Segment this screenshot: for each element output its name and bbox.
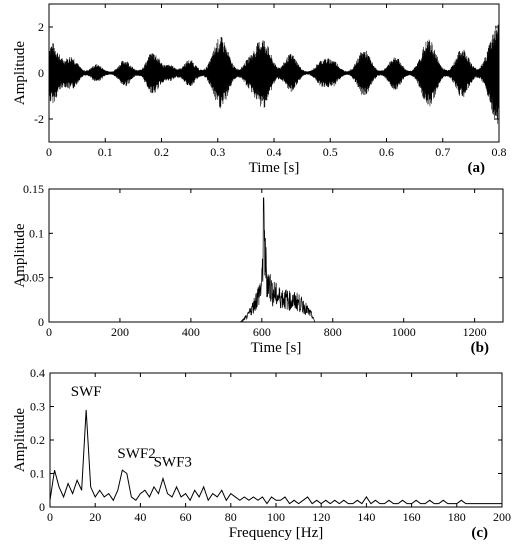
x-axis-label: Frequency [Hz] [229,525,324,541]
panel-c: 0 20 40 60 80 100 120 140 160 180 200 0 0.1 0.2 0.3 0.4… [12,366,511,541]
panel-label: (a) [468,160,486,176]
annotation-swf2: SWF2 [117,446,155,462]
y-tick-label: 0.3 [30,400,45,414]
x-tick-label: 1000 [392,325,416,339]
x-tick-label: 180 [448,510,466,524]
y-tick-label: 2 [38,20,44,34]
x-tick-label: 0 [46,145,52,159]
x-tick-label: 120 [312,510,330,524]
x-axis-label: Time [s] [249,160,300,176]
y-tick-label: 0.2 [30,433,45,447]
x-tick-label: 600 [253,325,271,339]
x-tick-label: 0.8 [492,145,507,159]
x-tick-label: 20 [89,510,101,524]
x-tick-label: 0.6 [379,145,394,159]
x-tick-label: 400 [182,325,200,339]
x-tick-label: 0 [46,325,52,339]
x-tick-label: 1200 [463,325,487,339]
panel-label: (c) [471,525,488,541]
y-tick-label: 0.4 [30,366,45,380]
y-axis-label: Amplitude [12,408,28,473]
x-tick-label: 80 [225,510,237,524]
plot-frame [49,372,503,508]
y-tick-label: 0.15 [23,182,44,196]
annotation-swf: SWF [71,384,102,400]
plot-frame [48,188,504,323]
x-axis-label: Time [s] [251,340,302,356]
spectrum-line [49,409,502,505]
y-tick-label: 0 [38,66,44,80]
x-tick-label: 160 [403,510,421,524]
signal-waveform [48,24,500,124]
x-tick-label: 0 [47,510,53,524]
y-tick-label: 0 [38,315,44,329]
envelope-signal [49,197,503,323]
y-tick-label: -2 [34,112,44,126]
y-axis-label: Amplitude [12,223,28,288]
x-tick-label: 0.5 [323,145,338,159]
panel-b: 0 200 400 600 800 1000 1200 0 0.05 0.1 0.15 Time [s… [12,182,504,356]
panel-label: (b) [471,340,489,356]
y-tick-label: 0 [39,500,45,514]
x-tick-label: 200 [111,325,129,339]
x-tick-label: 200 [493,510,511,524]
panel-a: 0 0.1 0.2 0.3 0.4 0.5 0.6 0.7 0.8 -2 0 2 Time [s] Amp… [12,3,507,176]
x-tick-label: 100 [267,510,285,524]
x-tick-label: 0.4 [267,145,282,159]
y-tick-label: 0.1 [30,467,45,481]
annotation-swf3: SWF3 [154,455,192,471]
x-tick-label: 0.2 [154,145,169,159]
y-axis-label: Amplitude [12,41,28,106]
y-tick-label: 0.05 [23,271,44,285]
x-tick-label: 140 [357,510,375,524]
x-tick-label: 60 [180,510,192,524]
x-tick-label: 800 [324,325,342,339]
x-tick-label: 0.1 [98,145,113,159]
y-tick-label: 0.1 [29,226,44,240]
x-tick-label: 0.3 [210,145,225,159]
x-tick-label: 0.7 [435,145,450,159]
x-tick-label: 40 [134,510,146,524]
